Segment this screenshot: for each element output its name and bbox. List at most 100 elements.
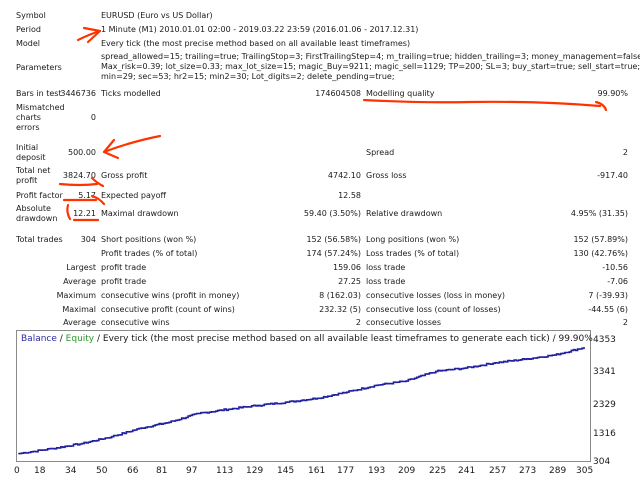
relative-drawdown-value: 4.95% (31.35) bbox=[570, 209, 628, 218]
period-label: Period bbox=[16, 25, 41, 34]
mismatch-value: 0 bbox=[90, 113, 96, 122]
x-tick-label: 289 bbox=[549, 466, 567, 476]
balance-point bbox=[257, 404, 259, 407]
y-tick-label: 304 bbox=[593, 457, 611, 467]
consecutive-loss-count-label: consecutive loss (count of losses) bbox=[366, 305, 501, 314]
ticks-label: Ticks modelled bbox=[101, 89, 161, 98]
quality-tail bbox=[594, 100, 608, 112]
x-tick-label: 145 bbox=[277, 466, 295, 476]
expected-payoff-value: 12.58 bbox=[338, 191, 361, 200]
x-tick-label: 97 bbox=[186, 466, 198, 476]
largest-loss-trade-value: -10.56 bbox=[602, 263, 628, 272]
x-tick-label: 273 bbox=[519, 466, 537, 476]
spread-label: Spread bbox=[366, 148, 395, 157]
balance-point bbox=[523, 358, 526, 361]
consecutive-profit-count-value: 232.32 (5) bbox=[319, 305, 361, 314]
balance-point bbox=[110, 435, 113, 438]
mismatch-label: charts bbox=[16, 113, 41, 122]
average-loss-trade-label: loss trade bbox=[366, 277, 406, 286]
consecutive-losses-money-label: consecutive losses (loss in money) bbox=[366, 291, 506, 300]
chart-header-description: / Every tick (the most precise method ba… bbox=[94, 334, 593, 344]
spread-value: 2 bbox=[622, 148, 628, 157]
absolute-drawdown-value: 12.21 bbox=[73, 209, 96, 218]
chart-legend-equity: Equity bbox=[65, 334, 95, 344]
balance-point bbox=[81, 442, 83, 445]
loss-trades-label: Loss trades (% of total) bbox=[366, 249, 460, 258]
model-value: Every tick (the most precise method base… bbox=[101, 39, 411, 48]
profit-factor-value: 5.17 bbox=[78, 191, 96, 200]
period-arrow bbox=[76, 29, 102, 42]
period-arrow-head bbox=[82, 26, 102, 44]
largest-profit-trade-label: profit trade bbox=[101, 263, 147, 272]
parameters-line: Max_risk=0.39; lot_size=0.33; max_lot_si… bbox=[101, 62, 640, 71]
average-profit-trade-value: 27.25 bbox=[338, 277, 361, 286]
x-tick-label: 34 bbox=[65, 466, 77, 476]
average-profit-trade-label: profit trade bbox=[101, 277, 147, 286]
x-tick-label: 209 bbox=[398, 466, 416, 476]
parameters-line: min=29; sec=53; hr2=15; min2=30; Lot_dig… bbox=[101, 72, 395, 81]
y-tick-label: 1316 bbox=[593, 429, 616, 439]
x-tick-label: 81 bbox=[156, 466, 168, 476]
average-consecutive-losses-label: consecutive losses bbox=[366, 318, 442, 327]
x-tick-label: 225 bbox=[429, 466, 447, 476]
deposit-arrow bbox=[102, 134, 162, 154]
initial-deposit-label: deposit bbox=[16, 153, 46, 162]
average-consecutive-label: Average bbox=[63, 318, 96, 327]
average-label: Average bbox=[63, 277, 96, 286]
balance-point bbox=[286, 401, 289, 403]
x-tick-label: 305 bbox=[576, 466, 594, 476]
maximal-drawdown-value: 59.40 (3.50%) bbox=[303, 209, 361, 218]
consecutive-wins-money-value: 8 (162.03) bbox=[319, 291, 361, 300]
balance-point bbox=[316, 397, 319, 400]
balance-point bbox=[140, 427, 143, 429]
net-profit-label: Total net bbox=[16, 166, 51, 175]
consecutive-loss-count-value: -44.55 (6) bbox=[588, 305, 628, 314]
symbol-label: Symbol bbox=[16, 11, 46, 20]
gross-profit-label: Gross profit bbox=[101, 171, 148, 180]
profit-factor-label: Profit factor bbox=[16, 191, 63, 200]
net-profit-value: 3824.70 bbox=[62, 171, 96, 180]
chart-header-separator: / bbox=[56, 334, 66, 344]
balance-point bbox=[375, 384, 378, 387]
quality-underline bbox=[362, 98, 602, 108]
chart-plot-area bbox=[18, 346, 585, 455]
balance-point bbox=[168, 421, 170, 424]
consecutive-losses-money-value: 7 (-39.93) bbox=[588, 291, 628, 300]
x-tick-label: 18 bbox=[34, 466, 46, 476]
chart-legend-balance: Balance bbox=[21, 334, 57, 344]
balance-point bbox=[18, 452, 20, 455]
y-tick-label: 2329 bbox=[593, 400, 616, 410]
balance-point bbox=[494, 362, 496, 364]
x-tick-label: 241 bbox=[458, 466, 476, 476]
average-consecutive-wins-value: 2 bbox=[355, 318, 361, 327]
balance-point bbox=[51, 447, 54, 450]
initial-deposit-label: Initial bbox=[16, 143, 39, 152]
x-tick-label: 257 bbox=[489, 466, 507, 476]
maximal-label: Maximal bbox=[62, 305, 96, 314]
modelling-quality-value: 99.90% bbox=[597, 89, 628, 98]
average-loss-trade-value: -7.06 bbox=[607, 277, 628, 286]
balance-point bbox=[405, 380, 407, 382]
consecutive-profit-count-label: consecutive profit (count of wins) bbox=[101, 305, 235, 314]
x-tick-label: 113 bbox=[216, 466, 234, 476]
balance-chart: Balance / Equity / Every tick (the most … bbox=[16, 330, 593, 462]
x-tick-label: 129 bbox=[246, 466, 264, 476]
short-positions-label: Short positions (won %) bbox=[101, 235, 197, 244]
maximal-drawdown-label: Maximal drawdown bbox=[101, 209, 179, 218]
average-consecutive-losses-value: 2 bbox=[622, 318, 628, 327]
largest-profit-trade-value: 159.06 bbox=[333, 263, 361, 272]
largest-loss-trade-label: loss trade bbox=[366, 263, 406, 272]
gross-loss-value: -917.40 bbox=[597, 171, 628, 180]
average-consecutive-wins-label: consecutive wins bbox=[101, 318, 170, 327]
total-trades-value: 304 bbox=[80, 235, 96, 244]
consecutive-wins-money-label: consecutive wins (profit in money) bbox=[101, 291, 240, 300]
net-profit-label: profit bbox=[16, 176, 38, 185]
largest-label: Largest bbox=[66, 263, 96, 272]
x-tick-label: 177 bbox=[337, 466, 355, 476]
period-value: 1 Minute (M1) 2010.01.01 02:00 - 2019.03… bbox=[101, 25, 419, 34]
balance-point bbox=[553, 354, 556, 356]
x-tick-label: 66 bbox=[127, 466, 139, 476]
modelling-quality-label: Modelling quality bbox=[366, 89, 435, 98]
y-tick-label: 4353 bbox=[593, 335, 616, 345]
chart-header: Balance / Equity / Every tick (the most … bbox=[21, 334, 593, 344]
